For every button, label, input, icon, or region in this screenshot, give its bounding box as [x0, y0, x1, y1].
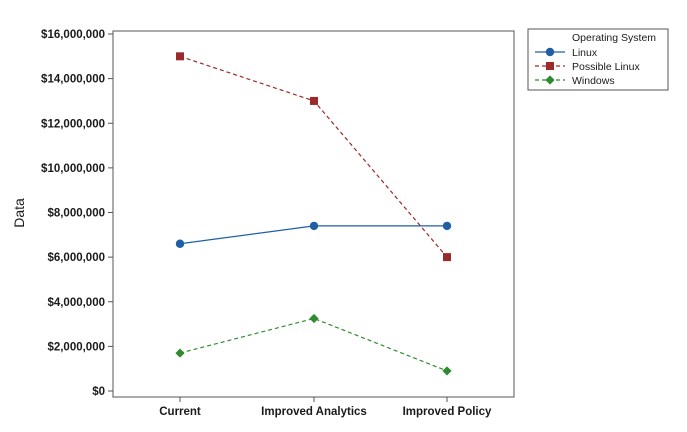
data-point-possible-linux — [443, 253, 451, 262]
series-linux — [175, 221, 452, 248]
y-tick-label: $14,000,000 — [41, 74, 105, 86]
series-possible-linux — [176, 52, 451, 262]
x-tick-label: Improved Analytics — [261, 406, 367, 418]
y-tick-label: $2,000,000 — [47, 341, 105, 353]
data-point-linux — [309, 221, 319, 231]
y-axis: $0 $2,000,000 $4,000,000 $6,000,000 $8,000,0… — [41, 29, 113, 398]
y-tick-label: $16,000,000 — [41, 29, 105, 41]
data-point-windows — [309, 313, 319, 324]
legend-label-possible-linux: Possible Linux — [572, 61, 640, 73]
legend-marker-windows — [545, 75, 555, 85]
x-tick-label: Improved Policy — [403, 406, 492, 418]
y-tick-label: $10,000,000 — [41, 163, 105, 175]
y-tick-label: $6,000,000 — [47, 252, 105, 264]
legend-label-linux: Linux — [572, 47, 598, 59]
data-point-windows — [175, 348, 185, 358]
series-line-windows — [179, 317, 448, 372]
plot-frame — [112, 30, 515, 398]
y-tick-label: $12,000,000 — [41, 118, 105, 130]
legend: Operating System Linux Possible Linux Wind… — [527, 28, 669, 91]
data-point-linux — [442, 221, 452, 231]
legend-label-windows: Windows — [572, 75, 615, 87]
series-windows — [175, 313, 452, 376]
legend-item-possible-linux: Possible Linux — [535, 61, 640, 73]
data-point-possible-linux — [310, 96, 318, 105]
series-layer — [175, 52, 452, 376]
y-tick-label: $8,000,000 — [47, 208, 105, 220]
data-point-linux — [175, 239, 185, 248]
data-point-windows — [442, 366, 452, 376]
legend-items: Linux Possible Linux Windows — [535, 47, 640, 87]
y-tick-label: $0 — [92, 386, 105, 398]
y-tick-label: $4,000,000 — [47, 297, 105, 309]
legend-item-windows: Windows — [535, 75, 615, 87]
y-axis-title: Data — [11, 198, 27, 228]
x-axis: Current Improved Analytics Improved Policy — [159, 397, 492, 418]
legend-item-linux: Linux — [535, 47, 598, 59]
legend-marker-possible-linux — [546, 62, 554, 70]
x-tick-label: Current — [159, 406, 201, 418]
legend-marker-linux — [545, 47, 555, 57]
legend-title: Operating System — [572, 32, 656, 44]
data-point-possible-linux — [176, 52, 184, 61]
